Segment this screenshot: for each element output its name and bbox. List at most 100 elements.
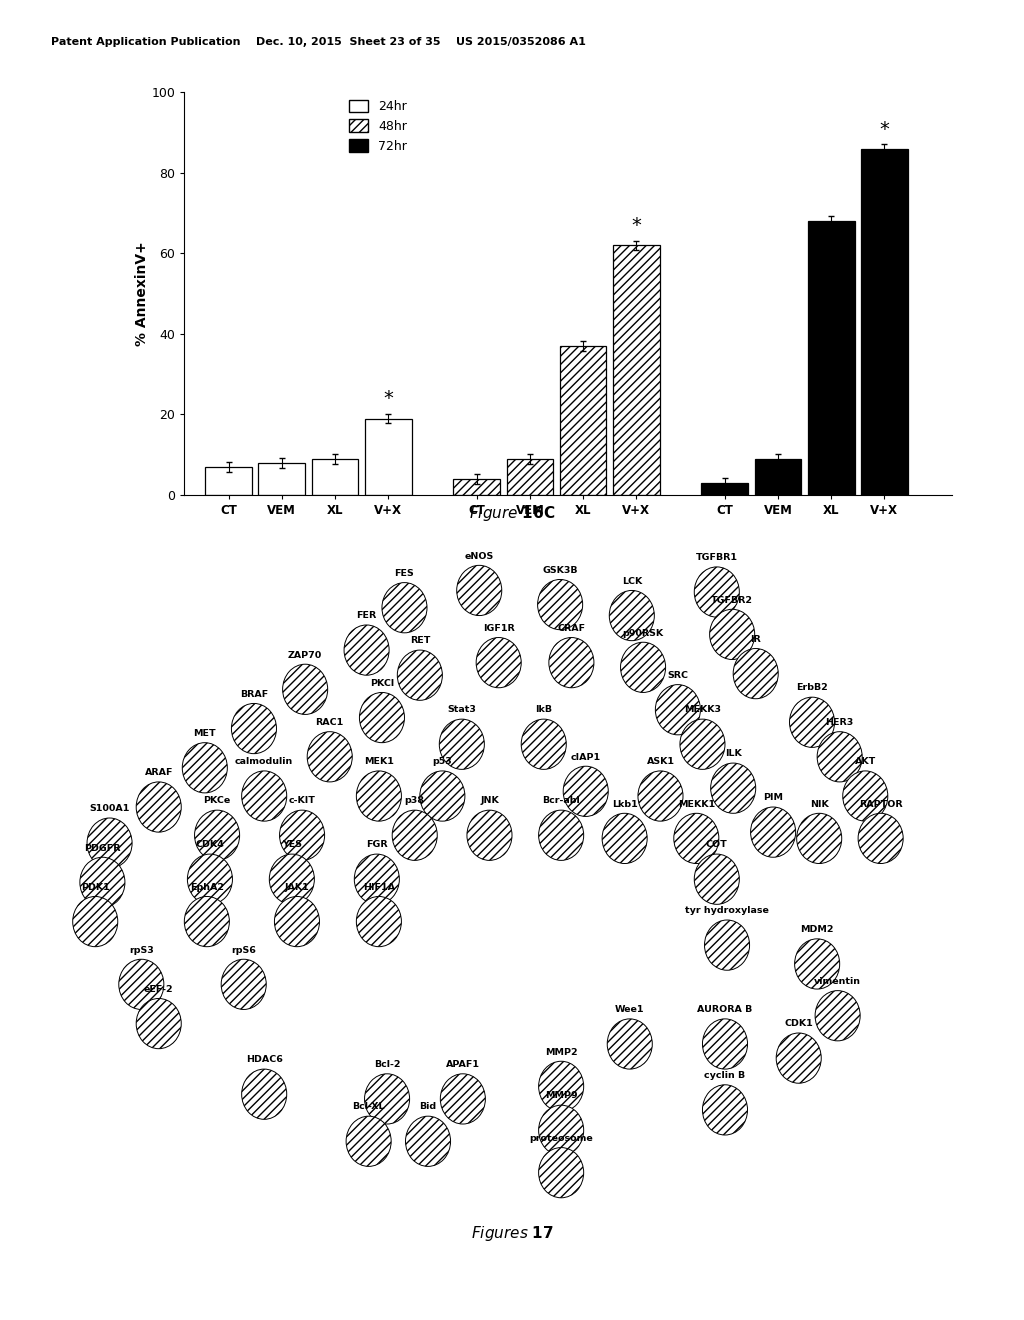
Ellipse shape xyxy=(680,719,725,770)
Ellipse shape xyxy=(274,896,319,946)
Ellipse shape xyxy=(538,579,583,630)
Text: p90RSK: p90RSK xyxy=(623,628,664,638)
Ellipse shape xyxy=(440,1073,485,1125)
Ellipse shape xyxy=(87,818,132,869)
Text: PDK1: PDK1 xyxy=(81,883,110,892)
Ellipse shape xyxy=(733,648,778,698)
Text: Lkb1: Lkb1 xyxy=(611,800,638,809)
Text: CRAF: CRAF xyxy=(557,624,586,632)
Ellipse shape xyxy=(476,638,521,688)
Text: cyclin B: cyclin B xyxy=(705,1071,745,1080)
Ellipse shape xyxy=(711,763,756,813)
Ellipse shape xyxy=(119,960,164,1010)
Ellipse shape xyxy=(563,766,608,817)
Ellipse shape xyxy=(242,771,287,821)
Ellipse shape xyxy=(549,638,594,688)
Text: p38: p38 xyxy=(404,796,425,805)
Text: MEKK3: MEKK3 xyxy=(684,705,721,714)
Text: EphA2: EphA2 xyxy=(189,883,224,892)
Text: Stat3: Stat3 xyxy=(447,705,476,714)
Text: MET: MET xyxy=(194,729,216,738)
Bar xyxy=(205,467,252,495)
Text: rpS6: rpS6 xyxy=(231,945,256,954)
Text: YES: YES xyxy=(282,841,302,849)
Text: CDK4: CDK4 xyxy=(196,841,224,849)
Ellipse shape xyxy=(354,854,399,904)
Ellipse shape xyxy=(539,810,584,861)
Ellipse shape xyxy=(73,896,118,946)
Ellipse shape xyxy=(457,565,502,615)
Ellipse shape xyxy=(843,771,888,821)
Ellipse shape xyxy=(406,1117,451,1167)
Legend: 24hr, 48hr, 72hr: 24hr, 48hr, 72hr xyxy=(344,95,412,158)
Bar xyxy=(861,149,908,495)
Ellipse shape xyxy=(231,704,276,754)
Text: Bcl-XL: Bcl-XL xyxy=(352,1102,385,1111)
Text: *: * xyxy=(632,216,641,235)
Ellipse shape xyxy=(195,810,240,861)
Ellipse shape xyxy=(702,1085,748,1135)
Text: Patent Application Publication    Dec. 10, 2015  Sheet 23 of 35    US 2015/03520: Patent Application Publication Dec. 10, … xyxy=(51,37,586,48)
Text: PDGFR: PDGFR xyxy=(84,843,121,853)
Y-axis label: % AnnexinV+: % AnnexinV+ xyxy=(134,242,148,346)
Text: ErbB2: ErbB2 xyxy=(796,684,828,693)
Ellipse shape xyxy=(242,1069,287,1119)
Ellipse shape xyxy=(539,1147,584,1197)
Text: SRC: SRC xyxy=(668,671,688,680)
Text: PKCe: PKCe xyxy=(204,796,230,805)
Ellipse shape xyxy=(356,771,401,821)
Text: tyr hydroxylase: tyr hydroxylase xyxy=(685,907,769,915)
Ellipse shape xyxy=(539,1105,584,1155)
Bar xyxy=(454,479,500,495)
Text: S100A1: S100A1 xyxy=(89,804,130,813)
Text: TGFBR1: TGFBR1 xyxy=(695,553,738,562)
Text: HER3: HER3 xyxy=(825,718,854,727)
Ellipse shape xyxy=(702,1019,748,1069)
Ellipse shape xyxy=(607,1019,652,1069)
Ellipse shape xyxy=(710,610,755,660)
Bar xyxy=(755,459,802,495)
Text: $\mathit{Figures}$ $\mathbf{17}$: $\mathit{Figures}$ $\mathbf{17}$ xyxy=(471,1224,553,1242)
Ellipse shape xyxy=(392,810,437,861)
Ellipse shape xyxy=(356,896,401,946)
Ellipse shape xyxy=(359,693,404,743)
Text: TGFBR2: TGFBR2 xyxy=(711,595,754,605)
Ellipse shape xyxy=(797,813,842,863)
Text: ZAP70: ZAP70 xyxy=(288,651,323,660)
Ellipse shape xyxy=(621,643,666,693)
Ellipse shape xyxy=(694,566,739,618)
Ellipse shape xyxy=(365,1073,410,1125)
Text: PIM: PIM xyxy=(763,793,783,803)
Text: RAC1: RAC1 xyxy=(315,718,344,727)
Ellipse shape xyxy=(751,807,796,857)
Ellipse shape xyxy=(136,998,181,1048)
Text: PKCl: PKCl xyxy=(370,678,394,688)
Text: AURORA B: AURORA B xyxy=(697,1005,753,1014)
Ellipse shape xyxy=(795,939,840,989)
Ellipse shape xyxy=(307,731,352,781)
Text: CDK1: CDK1 xyxy=(784,1019,813,1028)
Text: NIK: NIK xyxy=(810,800,828,809)
Ellipse shape xyxy=(397,649,442,701)
Text: FGR: FGR xyxy=(366,841,388,849)
Ellipse shape xyxy=(694,854,739,904)
Ellipse shape xyxy=(655,685,700,735)
Text: ARAF: ARAF xyxy=(144,768,173,777)
Text: c-KIT: c-KIT xyxy=(289,796,315,805)
Ellipse shape xyxy=(269,854,314,904)
Text: JAK1: JAK1 xyxy=(285,883,309,892)
Text: IkB: IkB xyxy=(536,705,552,714)
Ellipse shape xyxy=(382,582,427,632)
Text: $\mathit{Figure}$ $\mathbf{16C}$: $\mathit{Figure}$ $\mathbf{16C}$ xyxy=(469,504,555,523)
Ellipse shape xyxy=(221,960,266,1010)
Ellipse shape xyxy=(815,990,860,1041)
Text: Bid: Bid xyxy=(420,1102,436,1111)
Ellipse shape xyxy=(344,624,389,676)
Text: MDM2: MDM2 xyxy=(801,925,834,935)
Ellipse shape xyxy=(705,920,750,970)
Ellipse shape xyxy=(609,590,654,640)
Text: calmodulin: calmodulin xyxy=(236,758,293,766)
Ellipse shape xyxy=(136,781,181,832)
Text: RET: RET xyxy=(410,636,430,645)
Text: HIF1A: HIF1A xyxy=(362,883,395,892)
